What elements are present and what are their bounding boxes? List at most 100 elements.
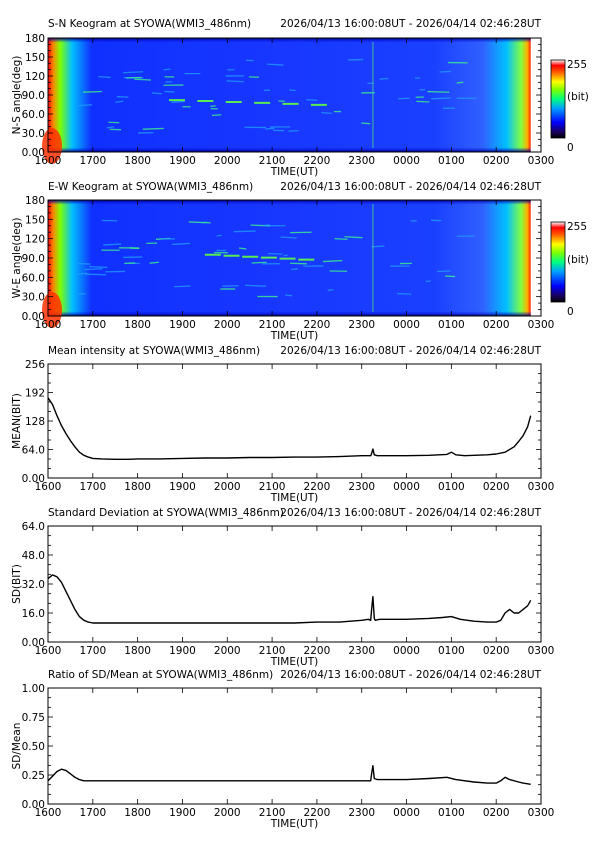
keogram-streak: [252, 262, 267, 263]
chart-panel-5: Ratio of SD/Mean at SYOWA(WMI3_486nm)202…: [11, 669, 554, 830]
panel-title: Ratio of SD/Mean at SYOWA(WMI3_486nm): [48, 669, 273, 681]
x-tick-label: 1900: [169, 645, 196, 657]
y-tick-label: 0.50: [22, 741, 45, 753]
colorbar-max-label: 255: [567, 221, 587, 233]
x-tick-label: 0100: [438, 807, 465, 819]
x-tick-label: 1900: [169, 319, 196, 331]
y-tick-label: 0.00: [22, 147, 45, 159]
x-tick-label: 1700: [79, 807, 106, 819]
panel-title: S-N Keogram at SYOWA(WMI3_486nm): [48, 18, 251, 30]
keogram-streak: [77, 273, 87, 274]
x-tick-label: 0000: [393, 155, 420, 167]
colorbar: [551, 222, 565, 302]
series-line: [48, 398, 531, 460]
y-axis-label: SD(BIT): [11, 564, 23, 604]
x-tick-label: 0200: [483, 155, 510, 167]
y-tick-label: 120: [25, 234, 45, 246]
x-tick-label: 1700: [79, 645, 106, 657]
y-tick-label: 128: [25, 416, 45, 428]
x-tick-label: 2000: [214, 319, 241, 331]
keogram-streak: [334, 239, 347, 240]
y-tick-label: 32.0: [22, 579, 45, 591]
keogram-streak: [85, 274, 106, 275]
series-line: [48, 575, 531, 623]
plot-frame: [48, 688, 541, 804]
y-tick-label: 64.0: [22, 521, 45, 533]
x-tick-label: 0300: [528, 481, 555, 493]
keogram-streak: [416, 101, 429, 102]
keogram-streak: [239, 248, 246, 249]
x-axis-label: TIME(UT): [270, 330, 319, 342]
keogram-streak: [134, 79, 151, 80]
y-axis-label: N-S angle(deg): [11, 56, 23, 135]
keogram-streak: [379, 78, 388, 79]
x-tick-label: 0200: [483, 645, 510, 657]
keogram-streak: [289, 131, 299, 132]
keogram-streak: [98, 77, 110, 78]
keogram-streak: [210, 106, 215, 107]
keogram-streak: [290, 263, 307, 264]
x-axis-label: TIME(UT): [270, 656, 319, 668]
x-tick-label: 2300: [348, 155, 375, 167]
keogram-streak: [227, 81, 244, 82]
y-tick-label: 60.0: [22, 109, 45, 121]
y-tick-label: 256: [25, 359, 45, 371]
y-tick-label: 180: [25, 33, 45, 45]
y-tick-label: 90.0: [22, 253, 45, 265]
colorbar-unit-label: (bit): [567, 91, 589, 103]
x-tick-label: 2300: [348, 645, 375, 657]
keogram-streak: [427, 92, 449, 93]
keogram-streak: [78, 294, 86, 295]
panel-time-range: 2026/04/13 16:00:08UT - 2026/04/14 02:46…: [280, 507, 541, 519]
keogram-streak: [83, 91, 102, 92]
x-tick-label: 2300: [348, 481, 375, 493]
colorbar: [551, 60, 565, 138]
x-axis-label: TIME(UT): [270, 492, 319, 504]
colorbar-min-label: 0: [567, 306, 574, 318]
keogram-streak: [217, 235, 222, 236]
panel-time-range: 2026/04/13 16:00:08UT - 2026/04/14 02:46…: [280, 18, 541, 30]
series-line: [48, 766, 531, 785]
x-tick-label: 0000: [393, 319, 420, 331]
keogram-streak: [289, 90, 295, 91]
keogram-streak: [291, 269, 298, 270]
keogram-streak: [108, 122, 119, 123]
x-tick-label: 0300: [528, 645, 555, 657]
x-axis-label: TIME(UT): [270, 166, 319, 178]
y-tick-label: 64.0: [22, 445, 45, 457]
keogram-streak: [361, 123, 370, 124]
y-tick-label: 0.25: [22, 770, 45, 782]
keogram-streak: [103, 244, 121, 245]
x-tick-label: 2000: [214, 645, 241, 657]
x-tick-label: 1800: [124, 481, 151, 493]
chart-panel-1: 255(bit)0S-N Keogram at SYOWA(WMI3_486nm…: [11, 18, 589, 178]
y-tick-label: 180: [25, 195, 45, 207]
y-tick-label: 48.0: [22, 550, 45, 562]
x-tick-label: 2000: [214, 807, 241, 819]
x-tick-label: 0000: [393, 807, 420, 819]
keogram-streak: [152, 93, 162, 94]
plot-frame: [48, 364, 541, 478]
keogram-streak: [89, 267, 107, 268]
keogram-streak: [440, 71, 451, 72]
panel-title: Standard Deviation at SYOWA(WMI3_486nm): [48, 507, 284, 519]
keogram-streak: [78, 105, 93, 106]
x-tick-label: 2000: [214, 481, 241, 493]
chart-panel-4: Standard Deviation at SYOWA(WMI3_486nm)2…: [11, 507, 554, 668]
keogram-streak: [150, 262, 159, 263]
x-tick-label: 0300: [528, 807, 555, 819]
x-tick-label: 0100: [438, 645, 465, 657]
y-tick-label: 16.0: [22, 608, 45, 620]
y-tick-label: 30.0: [22, 292, 45, 304]
x-tick-label: 1700: [79, 481, 106, 493]
y-tick-label: 150: [25, 214, 45, 226]
keogram-streak: [165, 91, 175, 92]
y-tick-label: 120: [25, 71, 45, 83]
x-tick-label: 1900: [169, 155, 196, 167]
keogram-streak: [431, 98, 451, 99]
keogram-streak: [84, 269, 102, 270]
y-tick-label: 60.0: [22, 272, 45, 284]
x-tick-label: 0200: [483, 807, 510, 819]
keogram-streak: [265, 128, 274, 129]
